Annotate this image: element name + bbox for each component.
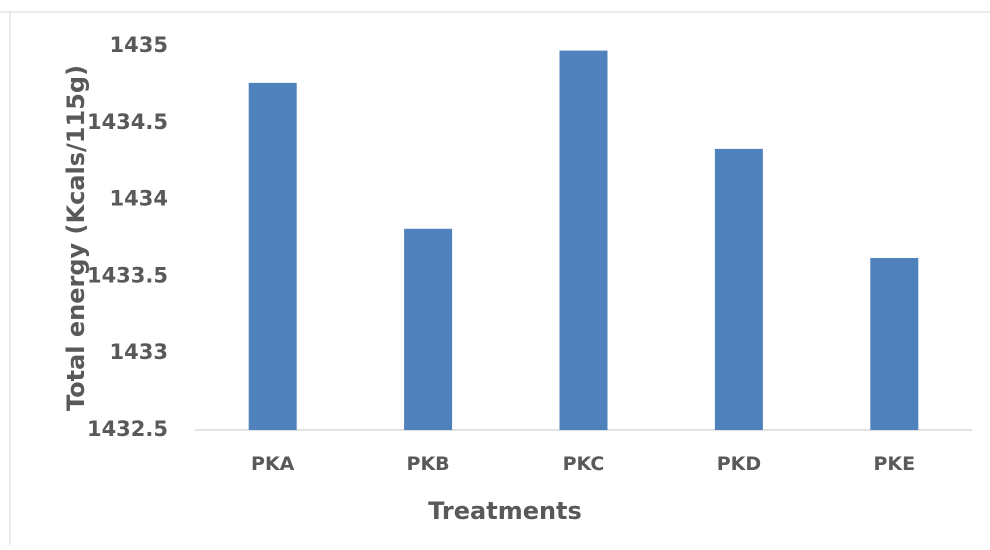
x-tick-label: PKA	[251, 453, 295, 475]
bar-pkd	[714, 148, 763, 431]
y-axis-title: Total energy (Kcals/115g)	[62, 65, 90, 411]
y-axis-ticks: 1432.5 1433 1433.5 1434 1434.5 1435	[87, 33, 168, 441]
y-tick-label: 1434	[110, 187, 168, 211]
x-axis-title: Treatments	[428, 497, 582, 525]
y-tick-label: 1433.5	[87, 263, 168, 287]
x-tick-label: PKD	[717, 453, 761, 475]
bar-pkb	[404, 228, 453, 430]
bar-pkc	[559, 50, 608, 430]
bar-pke	[870, 257, 919, 430]
x-tick-label: PKB	[407, 453, 450, 475]
bar-series	[248, 50, 919, 431]
y-tick-label: 1435	[110, 33, 168, 57]
y-tick-label: 1434.5	[87, 110, 168, 134]
y-tick-label: 1433	[110, 340, 168, 364]
bar-pka	[248, 82, 297, 430]
x-tick-label: PKE	[873, 453, 915, 475]
x-tick-label: PKC	[563, 453, 605, 475]
y-tick-label: 1432.5	[87, 417, 168, 441]
x-axis-ticks: PKA PKB PKC PKD PKE	[251, 453, 915, 475]
